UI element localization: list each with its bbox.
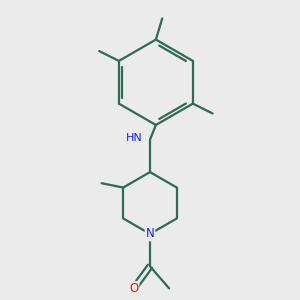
Text: O: O <box>129 282 138 295</box>
Text: HN: HN <box>126 133 142 143</box>
Text: N: N <box>146 227 154 240</box>
